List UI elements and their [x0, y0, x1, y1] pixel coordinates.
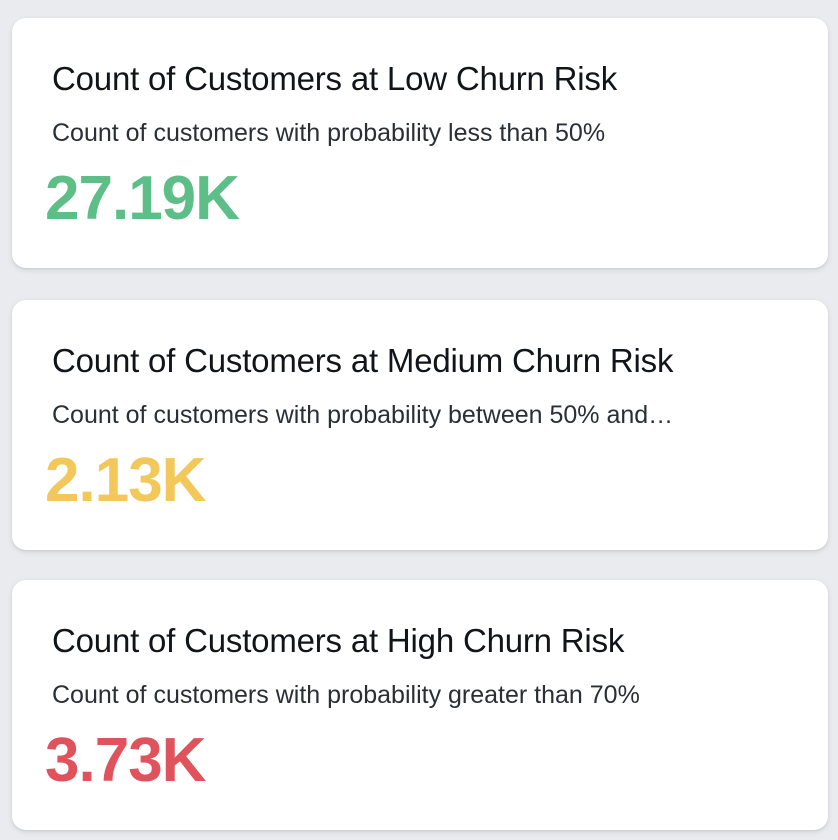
card-title: Count of Customers at Medium Churn Risk — [52, 342, 674, 379]
card-subtitle: Count of customers with probability less… — [52, 119, 606, 147]
card-subtitle: Count of customers with probability grea… — [52, 681, 640, 709]
kpi-card-high-churn-risk[interactable]: Count of Customers at High Churn Risk Co… — [12, 580, 828, 830]
kpi-card-low-churn-risk[interactable]: Count of Customers at Low Churn Risk Cou… — [12, 18, 828, 268]
kpi-card-medium-churn-risk[interactable]: Count of Customers at Medium Churn Risk … — [12, 300, 828, 550]
kpi-value: 2.13K — [45, 446, 206, 515]
card-title: Count of Customers at Low Churn Risk — [52, 60, 618, 97]
kpi-value: 3.73K — [45, 726, 206, 795]
kpi-value: 27.19K — [45, 164, 240, 233]
card-title: Count of Customers at High Churn Risk — [52, 622, 625, 659]
card-subtitle: Count of customers with probability betw… — [52, 401, 674, 429]
